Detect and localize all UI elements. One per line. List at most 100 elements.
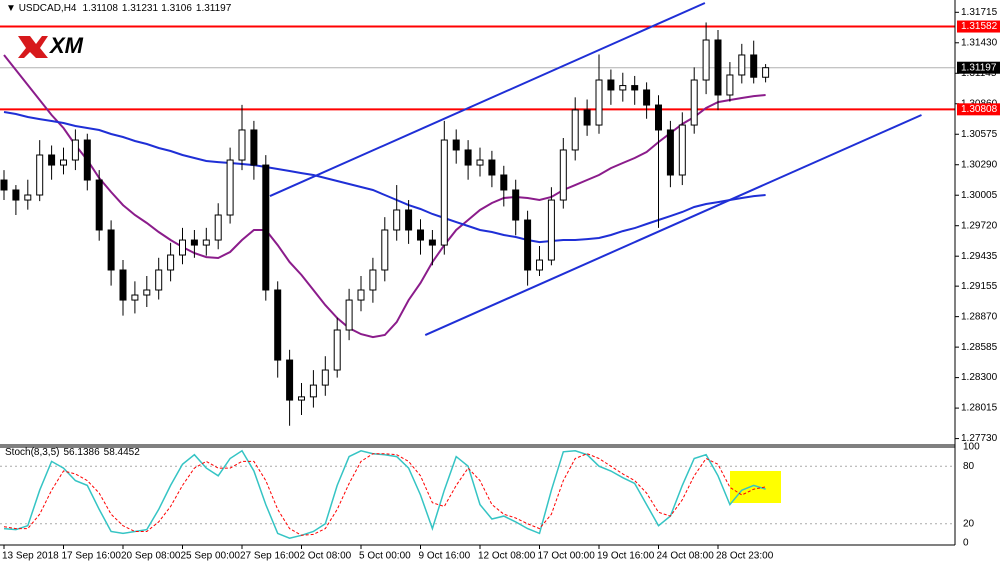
x-tick-label: 12 Oct 08:00 <box>478 551 536 562</box>
candle-body <box>476 159 484 166</box>
labels: ▼ USDCAD,H4 1.31108 1.31231 1.3106 1.31197 X… <box>5 3 1000 458</box>
candle-body <box>619 85 627 91</box>
candle-body <box>750 54 758 78</box>
y-tick-label: 1.31715 <box>961 7 998 18</box>
candle-body <box>95 179 103 231</box>
candle-body <box>452 139 460 151</box>
candle-body <box>48 154 56 166</box>
candle-body <box>214 214 222 241</box>
moving-average <box>3 54 766 339</box>
price-label: 1.31582 <box>961 21 998 32</box>
price-label-box <box>957 103 1000 116</box>
indicator-main-last: 56.1386 <box>63 447 100 458</box>
candle-body <box>238 129 246 161</box>
candle-body <box>702 39 710 81</box>
candle-body <box>24 194 32 201</box>
chart-header: ▼ USDCAD,H4 1.31108 1.31231 1.3106 1.31197 <box>6 3 232 14</box>
candle-body <box>666 129 674 176</box>
candle-body <box>202 239 210 246</box>
trendline <box>269 2 706 197</box>
candle-body <box>464 149 472 166</box>
candle-body <box>583 109 591 126</box>
candle-body <box>179 239 186 256</box>
candle-body <box>167 254 175 271</box>
x-tick-label: 17 Oct 00:00 <box>538 551 596 562</box>
x-tick-label: 24 Oct 08:00 <box>657 551 715 562</box>
indicator-header: Stoch(8,3,5) 56.1386 58.4452 <box>5 447 140 458</box>
candle-body <box>131 294 139 301</box>
candle-body <box>417 229 424 241</box>
candle-body <box>643 89 651 106</box>
x-tick-label: 13 Sep 2018 <box>2 551 59 562</box>
stoch-signal-line <box>3 453 766 536</box>
candle-body <box>298 396 305 401</box>
x-tick-label: 20 Sep 08:00 <box>121 551 181 562</box>
indicator-tick-label: 100 <box>963 442 980 453</box>
x-tick-label: 2 Oct 08:00 <box>300 551 352 562</box>
candle-body <box>357 289 365 301</box>
candle-body <box>345 299 353 331</box>
candle-body <box>536 259 543 271</box>
y-tick-label: 1.28015 <box>961 403 998 414</box>
x-tick-label: 5 Oct 00:00 <box>359 551 411 562</box>
y-tick-label: 1.28300 <box>961 372 998 383</box>
candle-body <box>381 229 389 271</box>
candle-body <box>488 159 496 176</box>
x-tick-label: 25 Sep 00:00 <box>181 551 241 562</box>
candle-body <box>595 79 603 126</box>
y-tick-label: 1.28585 <box>961 342 998 353</box>
moving-average <box>3 111 766 244</box>
candle-body <box>119 269 127 301</box>
candle-body <box>190 239 198 246</box>
candle-body <box>226 159 234 216</box>
candle-body <box>60 159 67 166</box>
highlight-box <box>730 471 781 503</box>
candle-body <box>83 139 91 181</box>
y-tick-label: 1.29720 <box>961 220 998 231</box>
candle-body <box>393 209 401 231</box>
x-tick-label: 9 Oct 16:00 <box>419 551 471 562</box>
price-label-box <box>957 61 1000 74</box>
candle-body <box>0 179 8 191</box>
y-tick-label: 1.30005 <box>961 190 998 201</box>
candle-body <box>500 174 508 191</box>
candle-body <box>655 104 662 131</box>
candle-body <box>547 199 555 261</box>
candle-body <box>726 74 734 96</box>
candle-body <box>428 239 436 246</box>
stoch-main-line <box>3 449 766 539</box>
last-open: 1.31108 <box>82 3 118 14</box>
price-panel <box>0 2 955 426</box>
price-label-box <box>957 20 1000 33</box>
candle-body <box>571 109 579 151</box>
y-tick-label: 1.29435 <box>961 251 998 262</box>
y-tick-label: 1.27730 <box>961 433 998 444</box>
candle-body <box>333 329 341 371</box>
candle-body <box>369 269 377 291</box>
logo: XM <box>18 33 84 58</box>
indicator-tick-label: 0 <box>963 538 969 549</box>
candle-body <box>524 219 532 271</box>
indicator-signal-last: 58.4452 <box>104 447 141 458</box>
price-label: 1.30808 <box>961 104 998 115</box>
trendline <box>424 114 922 336</box>
candle-body <box>512 189 520 221</box>
y-tick-label: 1.30575 <box>961 129 998 140</box>
candle-body <box>321 369 329 386</box>
candle-body <box>631 85 639 91</box>
last-close: 1.31197 <box>196 3 232 14</box>
indicator-tick-label: 80 <box>963 461 975 472</box>
candle-body <box>690 79 698 126</box>
candle-body <box>714 39 722 96</box>
candle-body <box>678 124 686 176</box>
y-tick-label: 1.28870 <box>961 311 998 322</box>
indicator-tick-label: 20 <box>963 518 975 529</box>
candle-body <box>559 149 567 201</box>
y-tick-label: 1.30290 <box>961 159 998 170</box>
last-low: 1.3106 <box>161 3 192 14</box>
candle-body <box>71 139 79 161</box>
x-tick-label: 19 Oct 16:00 <box>597 551 655 562</box>
